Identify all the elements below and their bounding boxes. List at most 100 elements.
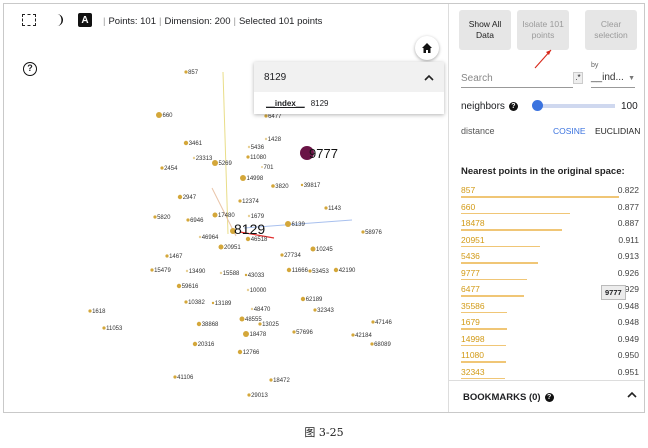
scatter-point-18478[interactable]: 18478 [243, 331, 267, 338]
scatter-point-11053[interactable]: 11053 [102, 326, 123, 332]
scatter-point-11666[interactable]: 11666 [286, 267, 309, 274]
scatter-point-15588[interactable]: 15588 [219, 271, 240, 277]
scatter-point-29013[interactable]: 29013 [247, 393, 268, 399]
euclidian-button[interactable]: EUCLIDIAN [595, 126, 641, 136]
nearest-point-id[interactable]: 1679 [461, 317, 480, 327]
scatter-point-42184[interactable]: 42184 [351, 333, 372, 339]
scatter-point-20316[interactable]: 20316 [192, 341, 215, 348]
nearest-point-row[interactable]: 9777 0.926 [461, 265, 639, 282]
reset-view-button[interactable] [415, 36, 439, 60]
scatter-point-32343[interactable]: 32343 [313, 308, 334, 314]
scatter-point-17480[interactable]: 17480 [212, 212, 236, 220]
scatter-point-10245[interactable]: 10245 [310, 246, 334, 254]
scatter-point-48555[interactable]: 48555 [239, 316, 263, 324]
neighbors-slider-handle[interactable] [531, 100, 543, 111]
scatter-point-46518[interactable]: 46518 [245, 236, 268, 243]
scatter-point-12374[interactable]: 12374 [238, 199, 259, 205]
scatter-point-5820[interactable]: 5820 [153, 215, 171, 221]
nearest-point-row[interactable]: 857 0.822 [461, 182, 639, 199]
scatter-point-39817[interactable]: 39817 [300, 183, 321, 189]
nearest-point-id[interactable]: 9777 [461, 267, 480, 278]
scatter-point-1679[interactable]: 1679 [247, 214, 265, 220]
nearest-point-row[interactable]: 11080 0.950 [461, 347, 639, 364]
scatter-point-14998[interactable]: 14998 [240, 175, 264, 182]
scatter-point-59616[interactable]: 59616 [176, 283, 199, 290]
bookmarks-help-icon[interactable]: ? [544, 393, 554, 402]
scatter-point-3461[interactable]: 3461 [183, 140, 203, 147]
scatter-point-11080[interactable]: 11080 [246, 155, 267, 161]
bookmarks-header[interactable]: BOOKMARKS (0) ? [449, 380, 644, 412]
scatter-point-46964[interactable]: 46964 [198, 235, 219, 241]
scatter-point-20951[interactable]: 20951 [218, 244, 242, 252]
neighbors-help-icon[interactable]: ? [508, 102, 518, 111]
scatter-point-12766[interactable]: 12766 [237, 349, 260, 356]
scatter-point-57696[interactable]: 57696 [292, 330, 313, 336]
nearest-point-row[interactable]: 20951 0.911 [461, 232, 639, 249]
cosine-button[interactable]: COSINE [553, 126, 586, 136]
scatter-point-6139[interactable]: 6139 [285, 221, 306, 228]
clear-selection-button[interactable]: Clear selection [585, 10, 637, 50]
nearest-point-row[interactable]: 6477 0.929 [461, 281, 639, 298]
nearest-point-row[interactable]: 35586 0.948 [461, 298, 639, 315]
scatter-point-62189[interactable]: 62189 [300, 296, 323, 303]
scatter-point-2947[interactable]: 2947 [177, 194, 197, 201]
scatter-point-38868[interactable]: 38868 [196, 321, 219, 328]
search-input[interactable] [461, 70, 573, 88]
scatter-point-27734[interactable]: 27734 [280, 253, 301, 259]
scatter-point-2454[interactable]: 2454 [160, 166, 178, 172]
help-icon[interactable]: ? [23, 62, 37, 76]
scatter-point-5269[interactable]: 5269 [212, 160, 233, 167]
chevron-up-icon[interactable] [627, 391, 637, 398]
scatter-point-857[interactable]: 857 [184, 70, 199, 76]
label-a-icon[interactable]: A [78, 13, 92, 27]
scatter-point-1618[interactable]: 1618 [88, 309, 106, 315]
scatter-point-47146[interactable]: 47146 [371, 320, 392, 326]
night-mode-icon[interactable] [52, 13, 66, 27]
nearest-point-id[interactable]: 660 [461, 201, 476, 212]
neighbors-slider[interactable] [531, 100, 615, 111]
nearest-point-id[interactable]: 5436 [461, 251, 480, 261]
selection-box-icon[interactable] [22, 14, 36, 26]
search-by-select[interactable]: __ind... ▼ [591, 72, 635, 88]
nearest-point-row[interactable]: 1679 0.948 [461, 314, 639, 331]
scatter-point-6946[interactable]: 6946 [186, 218, 204, 224]
nearest-point-row[interactable]: 32343 0.951 [461, 364, 639, 381]
scatter-point-3820[interactable]: 3820 [271, 184, 289, 190]
show-all-data-button[interactable]: Show All Data [459, 10, 511, 50]
scatter-point-48470[interactable]: 48470 [250, 307, 271, 313]
search-result-header[interactable]: 8129 [254, 62, 444, 92]
scatter-point-10382[interactable]: 10382 [184, 300, 205, 306]
scatter-point-41106[interactable]: 41106 [173, 375, 194, 381]
scatter-point-1467[interactable]: 1467 [165, 254, 183, 260]
scatter-point-53453[interactable]: 53453 [308, 269, 329, 275]
scatter-point-18472[interactable]: 18472 [269, 378, 290, 384]
scatter-point-1428[interactable]: 1428 [264, 137, 282, 143]
nearest-point-id[interactable]: 20951 [461, 234, 485, 245]
nearest-point-row[interactable]: 14998 0.949 [461, 331, 639, 348]
selected-point[interactable]: 8129 [230, 221, 265, 237]
chevron-up-icon[interactable] [424, 74, 434, 81]
nearest-point-row[interactable]: 660 0.877 [461, 199, 639, 216]
highlight-point[interactable]: 9777 [300, 146, 338, 161]
scatter-point-13189[interactable]: 13189 [211, 301, 232, 307]
scatter-point-1143[interactable]: 1143 [324, 206, 342, 212]
nearest-point-id[interactable]: 857 [461, 185, 476, 195]
scatter-point-10000[interactable]: 10000 [246, 288, 267, 294]
scatter-point-660[interactable]: 660 [156, 112, 173, 119]
scatter-point-58976[interactable]: 58976 [361, 230, 382, 236]
nearest-point-id[interactable]: 6477 [461, 284, 480, 294]
regex-toggle[interactable]: .* [573, 72, 583, 84]
nearest-point-id[interactable]: 11080 [461, 350, 485, 360]
nearest-point-id[interactable]: 14998 [461, 333, 485, 344]
nearest-point-row[interactable]: 5436 0.913 [461, 248, 639, 265]
scatter-point-68089[interactable]: 68089 [370, 342, 391, 348]
scatter-plot[interactable]: 857 660 6477 1428 3461 5436 11080 23313 5269 701 2… [4, 38, 448, 413]
scatter-point-13025[interactable]: 13025 [258, 322, 279, 328]
nearest-point-id[interactable]: 18478 [461, 218, 485, 228]
search-result-row[interactable]: __index__ 8129 [254, 92, 444, 114]
scatter-point-43033[interactable]: 43033 [244, 273, 265, 279]
nearest-point-id[interactable]: 32343 [461, 366, 485, 377]
scatter-point-23313[interactable]: 23313 [192, 156, 213, 162]
isolate-points-button[interactable]: Isolate 101 points [517, 10, 569, 50]
scatter-point-15479[interactable]: 15479 [150, 268, 171, 274]
